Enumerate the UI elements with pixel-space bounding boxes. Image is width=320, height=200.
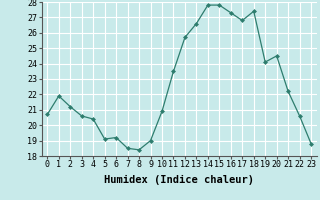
- X-axis label: Humidex (Indice chaleur): Humidex (Indice chaleur): [104, 175, 254, 185]
